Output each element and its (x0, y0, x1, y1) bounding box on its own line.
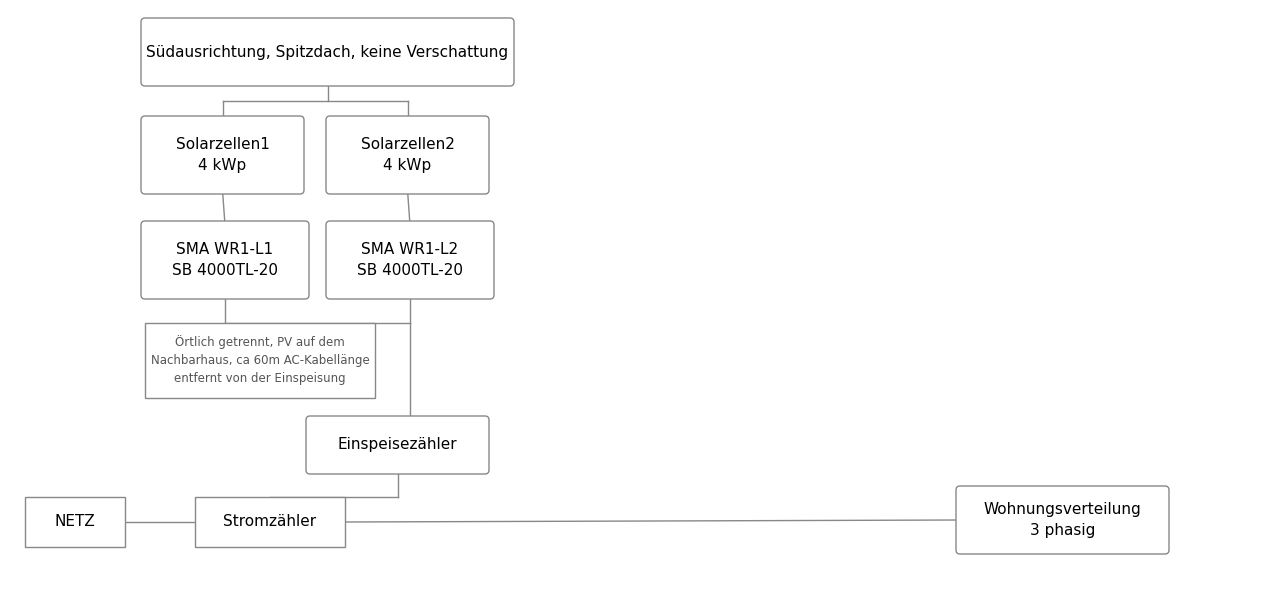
FancyBboxPatch shape (195, 497, 346, 547)
FancyBboxPatch shape (141, 221, 308, 299)
Text: Solarzellen2
4 kWp: Solarzellen2 4 kWp (361, 137, 454, 173)
Text: Südausrichtung, Spitzdach, keine Verschattung: Südausrichtung, Spitzdach, keine Verscha… (146, 45, 508, 60)
FancyBboxPatch shape (145, 323, 375, 398)
FancyBboxPatch shape (141, 18, 515, 86)
FancyBboxPatch shape (326, 221, 494, 299)
Text: SMA WR1-L2
SB 4000TL-20: SMA WR1-L2 SB 4000TL-20 (357, 242, 463, 278)
FancyBboxPatch shape (326, 116, 489, 194)
Text: Solarzellen1
4 kWp: Solarzellen1 4 kWp (175, 137, 269, 173)
Text: Örtlich getrennt, PV auf dem
Nachbarhaus, ca 60m AC-Kabellänge
entfernt von der : Örtlich getrennt, PV auf dem Nachbarhaus… (151, 336, 370, 386)
FancyBboxPatch shape (26, 497, 125, 547)
Text: SMA WR1-L1
SB 4000TL-20: SMA WR1-L1 SB 4000TL-20 (172, 242, 278, 278)
FancyBboxPatch shape (141, 116, 305, 194)
Text: NETZ: NETZ (55, 515, 96, 530)
FancyBboxPatch shape (306, 416, 489, 474)
FancyBboxPatch shape (956, 486, 1169, 554)
Text: Wohnungsverteilung
3 phasig: Wohnungsverteilung 3 phasig (983, 502, 1142, 538)
Text: Stromzähler: Stromzähler (224, 515, 316, 530)
Text: Einspeisezähler: Einspeisezähler (338, 438, 457, 453)
